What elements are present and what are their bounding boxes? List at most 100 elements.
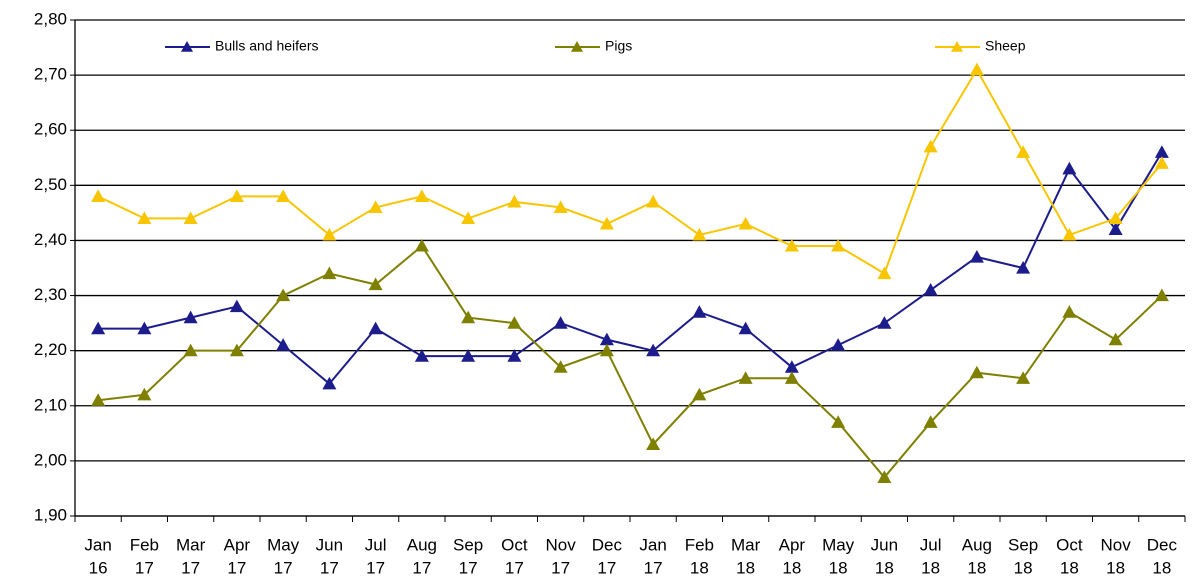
x-tick-label: 18 [782,558,801,577]
point-marker [969,62,984,76]
legend-label: Pigs [605,38,632,54]
x-tick-label: 18 [736,558,755,577]
point-marker [831,238,846,252]
point-marker [877,316,892,329]
point-marker [1154,288,1169,302]
x-tick-label: 17 [459,558,478,577]
x-tick-label: 17 [181,558,200,577]
point-marker [692,305,707,318]
point-marker [507,194,522,208]
point-marker [877,470,892,484]
point-marker [784,238,799,252]
point-marker [1062,161,1077,175]
x-tick-label: Oct [501,535,528,554]
point-marker [1016,371,1031,384]
point-marker [1016,145,1031,158]
point-marker [461,349,476,362]
x-tick-label: Apr [224,535,251,554]
point-marker [553,360,568,373]
legend-label: Sheep [985,38,1026,54]
point-marker [923,283,938,296]
y-tick-label: 1,90 [34,505,67,524]
x-tick-label: 18 [921,558,940,577]
x-tick-label: Jul [365,535,387,554]
point-marker [646,343,661,357]
point-marker [784,371,799,384]
point-marker [368,200,383,213]
point-marker [276,288,291,302]
legend-marker [571,41,583,52]
legend-marker [951,41,963,52]
point-marker [137,387,152,401]
point-marker [91,189,106,202]
point-marker [461,211,476,224]
x-tick-label: Sep [1008,535,1038,554]
point-marker [368,321,383,335]
point-marker [1062,227,1077,241]
point-marker [229,343,244,357]
point-marker [969,249,984,263]
point-marker [276,189,291,202]
point-marker [414,238,429,252]
point-marker [599,216,614,230]
x-tick-label: Dec [592,535,623,554]
point-marker [183,343,198,357]
y-tick-label: 2,40 [34,230,67,249]
point-marker [1108,332,1123,346]
point-marker [692,227,707,241]
x-tick-label: 16 [89,558,108,577]
point-marker [784,360,799,373]
point-marker [229,299,244,313]
point-marker [137,321,152,335]
x-tick-label: 17 [320,558,339,577]
point-marker [229,189,244,202]
x-tick-label: May [822,535,855,554]
point-marker [646,437,661,450]
point-marker [276,338,291,351]
point-marker [1154,145,1169,158]
point-marker [91,321,106,335]
point-marker [507,349,522,362]
point-marker [1108,222,1123,236]
x-tick-label: Jan [84,535,111,554]
x-tick-label: 17 [227,558,246,577]
x-tick-label: 18 [1152,558,1171,577]
x-tick-label: 17 [597,558,616,577]
x-tick-label: Dec [1147,535,1178,554]
point-marker [322,376,337,390]
point-marker [738,371,753,384]
y-tick-label: 2,30 [34,285,67,304]
x-tick-label: 17 [274,558,293,577]
point-marker [553,316,568,329]
point-marker [1062,305,1077,318]
point-marker [183,211,198,224]
point-marker [322,266,337,280]
legend-label: Bulls and heifers [215,38,319,54]
x-tick-label: Jun [316,535,343,554]
x-tick-label: Aug [962,535,992,554]
point-marker [183,310,198,324]
x-tick-label: 18 [1106,558,1125,577]
point-marker [414,189,429,202]
legend-marker [181,41,193,52]
x-tick-label: Jun [871,535,898,554]
point-marker [461,310,476,324]
x-tick-label: Mar [176,535,206,554]
x-tick-label: May [267,535,300,554]
point-marker [969,365,984,379]
x-tick-label: 18 [690,558,709,577]
x-tick-label: 17 [551,558,570,577]
point-marker [137,211,152,224]
point-marker [368,277,383,291]
y-tick-label: 2,80 [34,9,67,28]
series-line [98,151,1163,386]
x-tick-label: 18 [967,558,986,577]
y-tick-label: 2,00 [34,450,67,469]
x-tick-label: Feb [685,535,714,554]
point-marker [414,349,429,362]
x-tick-label: Jan [639,535,666,554]
x-tick-label: 17 [366,558,385,577]
x-tick-label: 18 [875,558,894,577]
x-tick-label: Jul [920,535,942,554]
